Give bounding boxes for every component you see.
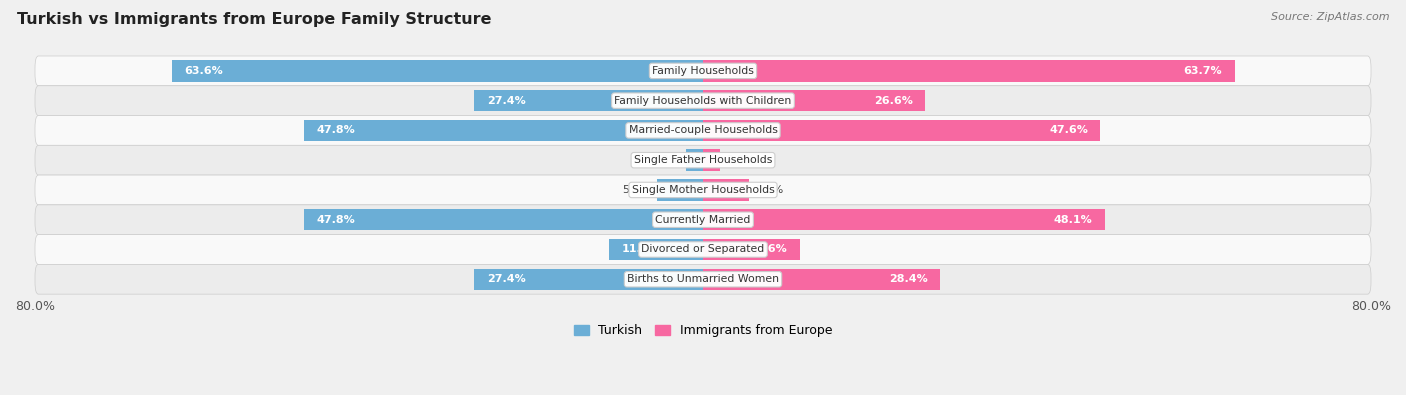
- Bar: [703, 179, 749, 201]
- Text: 2.0%: 2.0%: [651, 155, 679, 165]
- Bar: [703, 269, 941, 290]
- Text: 27.4%: 27.4%: [486, 274, 526, 284]
- Bar: [304, 209, 703, 230]
- Bar: [657, 179, 703, 201]
- FancyBboxPatch shape: [35, 175, 1371, 205]
- FancyBboxPatch shape: [35, 115, 1371, 145]
- Text: Turkish vs Immigrants from Europe Family Structure: Turkish vs Immigrants from Europe Family…: [17, 12, 491, 27]
- FancyBboxPatch shape: [35, 86, 1371, 115]
- Text: 63.7%: 63.7%: [1184, 66, 1222, 76]
- Bar: [703, 120, 1101, 141]
- Bar: [703, 149, 720, 171]
- Text: Single Mother Households: Single Mother Households: [631, 185, 775, 195]
- Text: Source: ZipAtlas.com: Source: ZipAtlas.com: [1271, 12, 1389, 22]
- Text: 26.6%: 26.6%: [873, 96, 912, 105]
- Text: 5.5%: 5.5%: [755, 185, 785, 195]
- FancyBboxPatch shape: [35, 235, 1371, 264]
- Text: 47.8%: 47.8%: [316, 215, 356, 225]
- Text: 27.4%: 27.4%: [486, 96, 526, 105]
- Bar: [686, 149, 703, 171]
- Bar: [703, 60, 1234, 82]
- Text: Divorced or Separated: Divorced or Separated: [641, 245, 765, 254]
- FancyBboxPatch shape: [35, 264, 1371, 294]
- Bar: [172, 60, 703, 82]
- Bar: [474, 269, 703, 290]
- Text: Married-couple Households: Married-couple Households: [628, 126, 778, 135]
- FancyBboxPatch shape: [35, 56, 1371, 86]
- Text: Family Households: Family Households: [652, 66, 754, 76]
- Text: 28.4%: 28.4%: [889, 274, 928, 284]
- Text: 63.6%: 63.6%: [184, 66, 224, 76]
- Bar: [304, 120, 703, 141]
- Text: Births to Unmarried Women: Births to Unmarried Women: [627, 274, 779, 284]
- Bar: [703, 239, 800, 260]
- Text: Single Father Households: Single Father Households: [634, 155, 772, 165]
- Text: 5.5%: 5.5%: [621, 185, 651, 195]
- Text: 11.2%: 11.2%: [621, 245, 661, 254]
- Text: 2.0%: 2.0%: [727, 155, 755, 165]
- Legend: Turkish, Immigrants from Europe: Turkish, Immigrants from Europe: [568, 320, 838, 342]
- Text: 47.8%: 47.8%: [316, 126, 356, 135]
- FancyBboxPatch shape: [35, 145, 1371, 175]
- FancyBboxPatch shape: [35, 205, 1371, 235]
- Bar: [703, 209, 1105, 230]
- Text: Currently Married: Currently Married: [655, 215, 751, 225]
- Text: Family Households with Children: Family Households with Children: [614, 96, 792, 105]
- Text: 47.6%: 47.6%: [1049, 126, 1088, 135]
- Bar: [474, 90, 703, 111]
- Bar: [703, 90, 925, 111]
- Bar: [609, 239, 703, 260]
- Text: 11.6%: 11.6%: [748, 245, 787, 254]
- Text: 48.1%: 48.1%: [1053, 215, 1092, 225]
